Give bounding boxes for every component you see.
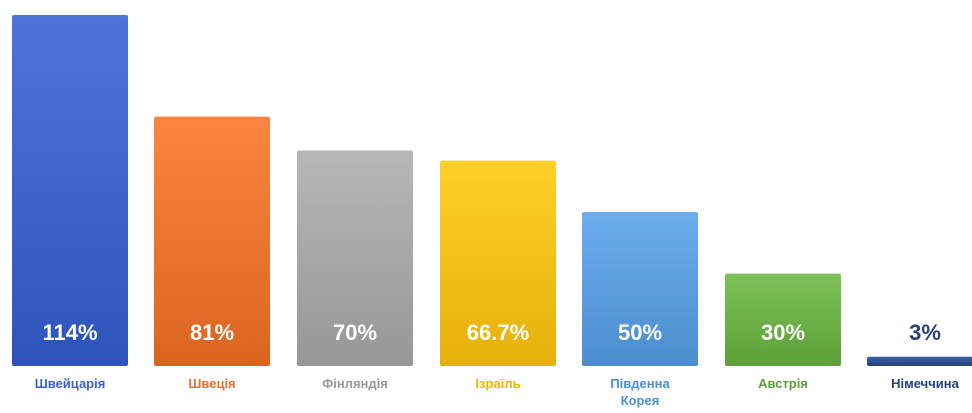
value-label-cat-5: 30% — [761, 320, 805, 345]
category-label-cat-3: Ізраїль — [475, 376, 520, 391]
bar-cat-6 — [867, 356, 972, 366]
category-label-cat-6: Німеччина — [891, 376, 959, 391]
value-label-cat-4: 50% — [618, 320, 662, 345]
value-label-cat-3: 66.7% — [467, 320, 529, 345]
bars-layer — [12, 15, 972, 367]
bar-cat-2 — [297, 150, 413, 366]
category-label-cat-2: Фінляндія — [322, 376, 388, 391]
bar-cat-4 — [582, 212, 698, 366]
category-label-cat-4: Південна Корея — [610, 376, 670, 408]
category-label-cat-0: Швейцарія — [35, 376, 106, 391]
value-label-cat-2: 70% — [333, 320, 377, 345]
bar-cat-1 — [154, 116, 270, 367]
value-label-cat-0: 114% — [42, 320, 97, 345]
category-label-cat-1: Швеція — [188, 376, 235, 391]
bar-cat-5 — [725, 273, 841, 366]
value-label-cat-6: 3% — [909, 320, 941, 345]
category-labels-layer: Швейцарія Швеція Фінляндія Ізраїль Південна К… — [35, 376, 960, 408]
bar-cat-3 — [440, 160, 556, 366]
value-label-cat-1: 81% — [190, 320, 234, 345]
bar-cat-0 — [12, 15, 128, 366]
category-label-cat-5: Австрія — [758, 376, 808, 391]
value-labels-layer: 114% 81% 70% 66.7% 50% 30% 3% — [42, 320, 940, 345]
